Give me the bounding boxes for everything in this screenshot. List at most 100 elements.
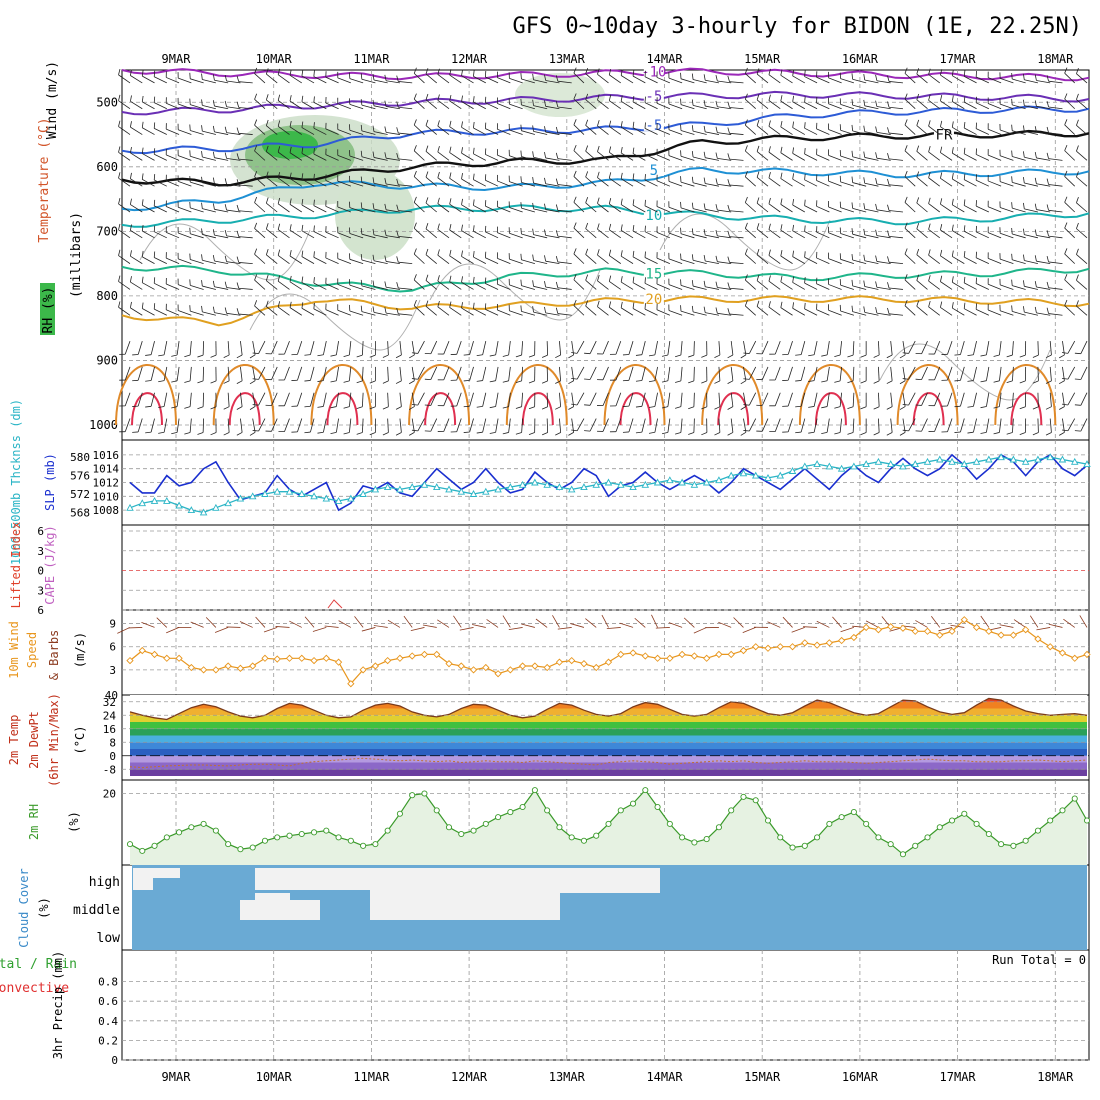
wind-barb	[361, 130, 376, 135]
wind-barb	[947, 392, 953, 407]
wind-barb	[729, 313, 744, 316]
wind-barb-flag	[963, 251, 966, 258]
wind-barb	[890, 366, 893, 381]
wind-barb	[632, 153, 646, 161]
wind-barb	[1012, 130, 1026, 135]
wind-barb-flag	[715, 126, 718, 133]
wind-barb	[1049, 341, 1052, 356]
wind-barb	[387, 418, 389, 433]
wind-barb	[289, 307, 302, 316]
wind-barb-flag	[847, 432, 854, 435]
wind-barb	[768, 306, 781, 316]
wind-barb	[745, 202, 756, 213]
wind-tick-label: 9	[109, 618, 116, 631]
wind-barb-flag	[449, 249, 452, 256]
wind-barb-flag	[1045, 406, 1052, 410]
wind-barb	[852, 182, 867, 187]
temp-color-band	[130, 749, 1087, 756]
wind-barb	[190, 284, 204, 290]
wind-barb-flag	[502, 380, 509, 383]
wind-barb-flag	[899, 380, 906, 385]
wind-barb-flag	[1023, 177, 1025, 184]
wind-barb-flag	[473, 70, 475, 77]
thickness-marker	[702, 478, 711, 486]
wind-barb	[417, 366, 425, 380]
wind-barb	[768, 151, 781, 161]
wind-barb	[816, 309, 830, 316]
wind-barb	[1000, 181, 1014, 187]
wind-barb-flag	[916, 171, 920, 178]
wind-barb	[888, 81, 904, 84]
wind-barb-flag	[851, 279, 854, 286]
wind-barb	[254, 73, 266, 84]
wind-barb	[632, 204, 646, 213]
wind-barb	[1076, 305, 1088, 316]
wind-barb-flag	[691, 125, 694, 132]
wind-barb	[310, 392, 315, 407]
wind-barb	[668, 284, 683, 290]
wind-barb	[839, 341, 843, 356]
wind10m-marker	[433, 650, 441, 659]
thickness-marker	[420, 480, 429, 488]
wind-barb	[449, 203, 462, 213]
wind-barb	[878, 341, 880, 356]
wind-barb	[1064, 72, 1076, 84]
rh-tick-label: 20	[103, 788, 116, 801]
wind-barb-flag	[210, 380, 217, 384]
wind-barb	[495, 341, 499, 355]
rh-marker	[875, 834, 882, 841]
wind10m-marker	[568, 656, 576, 665]
wind-barb	[1048, 235, 1063, 239]
wind-barb	[1067, 340, 1076, 354]
wind-barb	[469, 366, 474, 381]
wind-barb	[1067, 392, 1076, 406]
wind-barb	[826, 418, 830, 433]
wind-barb-flag	[449, 146, 452, 153]
wind-barb	[325, 205, 339, 213]
wind-barb-flag	[568, 432, 574, 436]
rh-marker	[126, 841, 134, 848]
wind-barb	[615, 366, 622, 381]
wind-barb-flag	[224, 178, 227, 185]
wind-barb-flag	[573, 67, 577, 74]
wind-barb	[692, 208, 707, 213]
wind-barb	[142, 204, 155, 213]
wind-barb	[413, 305, 425, 316]
wind-barb	[828, 103, 842, 110]
wind-barb	[761, 418, 769, 432]
wind-barb	[749, 366, 757, 380]
rh-contour-line	[879, 343, 1051, 401]
wind-barb-flag	[940, 301, 943, 308]
wind-barb	[130, 255, 143, 264]
wind-barb	[952, 75, 965, 84]
wind-barb	[495, 418, 499, 433]
wind-barb-flag	[461, 172, 463, 180]
wind10m-marker	[199, 666, 208, 674]
wind10m-marker	[310, 656, 318, 665]
rh-marker	[703, 836, 710, 843]
wind-barb-flag	[1023, 99, 1025, 106]
wind10m-barb	[117, 627, 131, 634]
wind-barb	[952, 307, 965, 316]
isotherm-label: 15	[645, 266, 662, 282]
wind-barb-flag	[555, 432, 561, 436]
wind-barb-flag	[904, 274, 908, 281]
wind-barb-flag	[396, 307, 399, 314]
wind-barb	[509, 129, 523, 135]
wind-barb-flag	[1034, 229, 1037, 236]
wind-barb-flag	[1011, 124, 1013, 131]
wind-barb	[266, 306, 278, 316]
wind-barb	[337, 103, 351, 110]
wind-barb	[238, 107, 253, 110]
wind-barb-flag	[520, 202, 522, 209]
isotherm-line	[121, 67, 1090, 82]
temp-color-band	[130, 715, 1087, 722]
wind10m-barb	[410, 627, 425, 631]
wind-barb	[461, 256, 474, 264]
thickness-marker	[543, 480, 551, 488]
wind-barb	[717, 106, 732, 110]
wind-barb-flag	[834, 380, 841, 383]
wind-barb	[226, 235, 241, 239]
wind-barb	[641, 366, 646, 381]
wind-barb	[271, 418, 278, 432]
